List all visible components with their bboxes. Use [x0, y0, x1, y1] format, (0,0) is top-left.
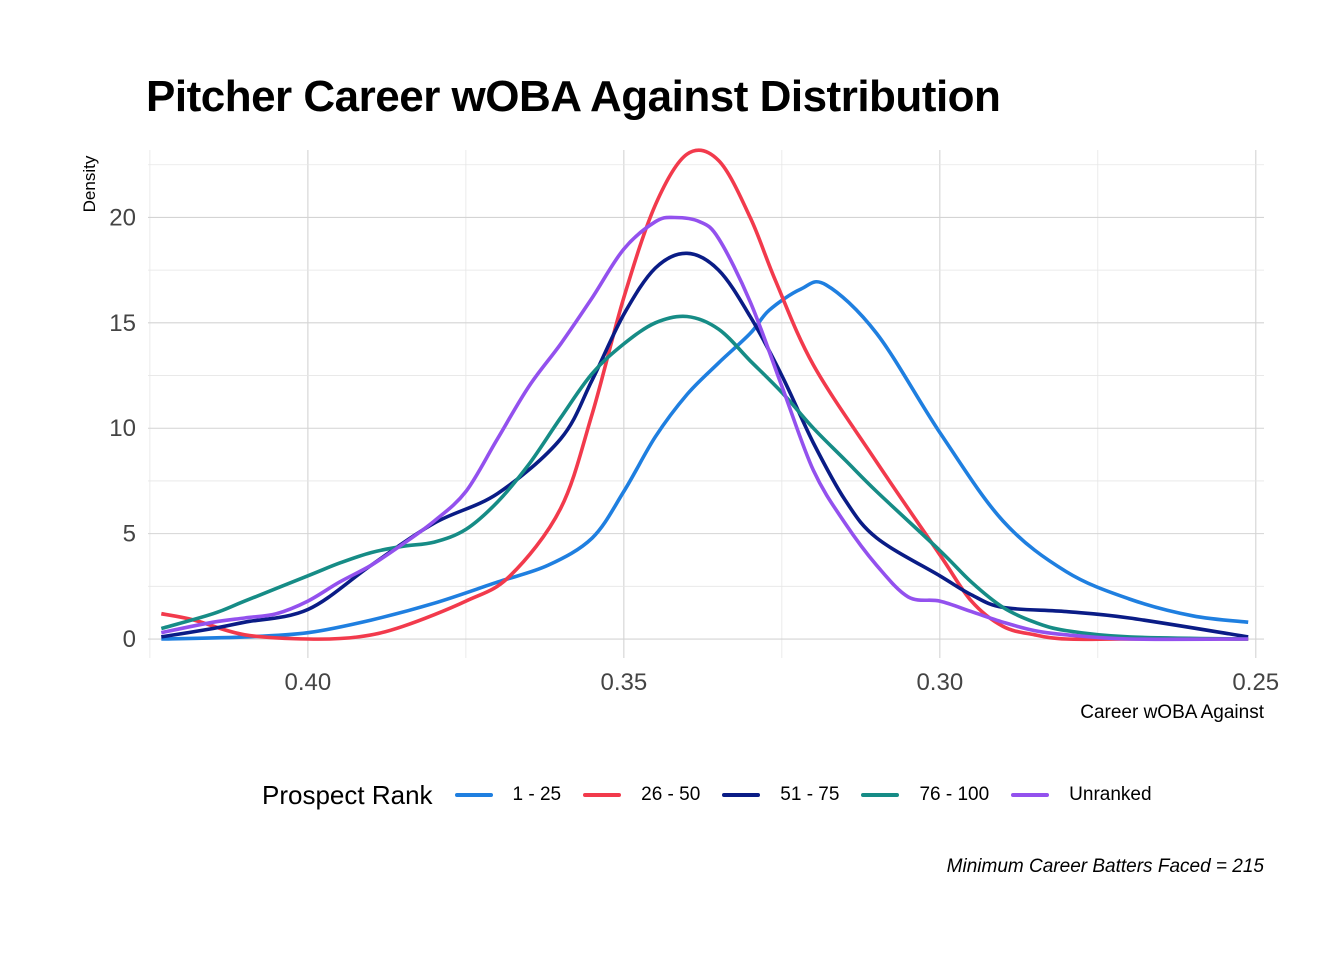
chart-caption: Minimum Career Batters Faced = 215	[946, 856, 1264, 877]
x-tick-label: 0.35	[600, 669, 647, 696]
y-tick-label: 15	[109, 310, 136, 337]
legend-title: Prospect Rank	[262, 779, 433, 810]
y-tick-label: 20	[109, 204, 136, 231]
series-line-51-75	[161, 251, 1249, 639]
legend-item-26-50: 26 - 50	[583, 784, 700, 806]
legend-key-unranked	[1011, 793, 1050, 797]
legend-item-76-100: 76 - 100	[861, 784, 989, 806]
series-lines	[160, 148, 1249, 642]
legend-label-51-75: 51 - 75	[780, 784, 840, 805]
axis-tick-labels: 0.40 0.35 0.30 0.25 0 5 10 15 20	[109, 204, 1279, 696]
legend: Prospect Rank 1 - 25 26 - 50 51 - 75 76 …	[262, 778, 1174, 812]
series-line-unranked	[160, 215, 1249, 642]
legend-label-1-25: 1 - 25	[512, 784, 562, 805]
y-tick-label: 5	[123, 521, 136, 548]
x-tick-label: 0.40	[285, 669, 332, 696]
legend-label-26-50: 26 - 50	[641, 784, 701, 805]
y-tick-label: 0	[123, 626, 136, 653]
series-line-1-25	[161, 280, 1249, 641]
legend-key-76-100	[861, 793, 900, 797]
y-axis-label: Density	[80, 155, 99, 213]
legend-key-1-25	[454, 793, 493, 797]
chart-title: Pitcher Career wOBA Against Distribution	[146, 72, 1001, 121]
legend-key-26-50	[583, 793, 622, 797]
legend-item-51-75: 51 - 75	[722, 784, 839, 806]
y-tick-label: 10	[109, 415, 136, 442]
x-axis-label: Career wOBA Against	[1080, 702, 1264, 723]
legend-item-unranked: Unranked	[1011, 784, 1152, 806]
x-tick-label: 0.30	[916, 669, 963, 696]
x-tick-label: 0.25	[1232, 669, 1279, 696]
series-line-26-50	[160, 148, 1249, 642]
legend-key-51-75	[722, 793, 761, 797]
legend-label-76-100: 76 - 100	[919, 784, 990, 805]
legend-item-1-25: 1 - 25	[454, 784, 562, 806]
series-line-76-100	[160, 314, 1249, 641]
legend-label-unranked: Unranked	[1069, 784, 1152, 805]
